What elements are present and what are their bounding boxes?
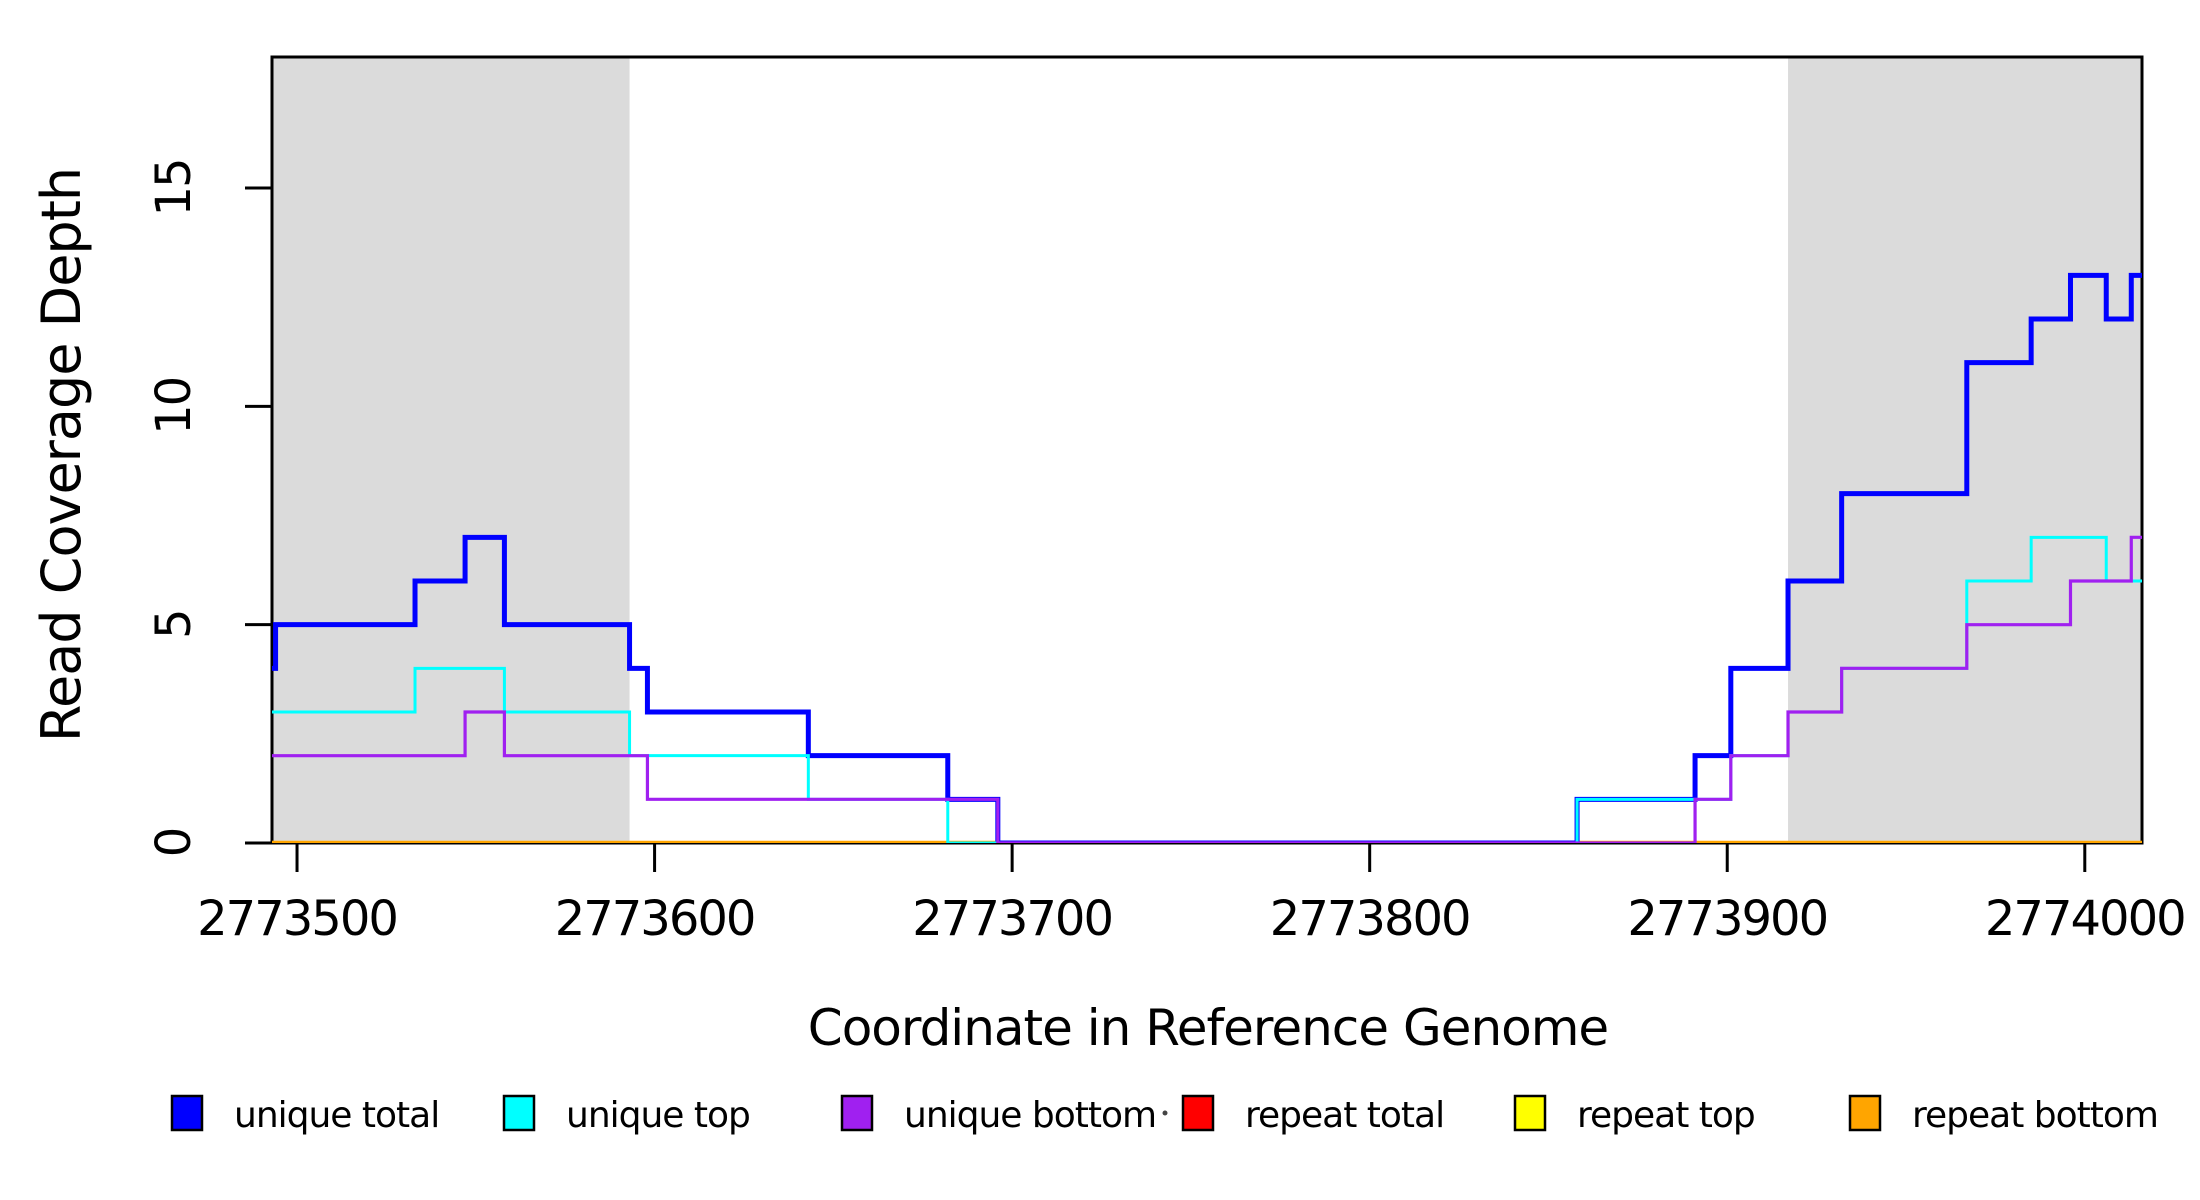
shaded-regions: [272, 57, 2142, 843]
legend-swatch-unique-total: [170, 1094, 204, 1132]
legend-label-repeat-top: repeat top: [1577, 1095, 1755, 1136]
series-unique-bottom: [272, 535, 2142, 843]
legend: unique total unique top unique bottom repea…: [170, 1094, 2159, 1136]
y-tick-label: 0: [146, 829, 202, 858]
legend-swatch-repeat-top: [1513, 1094, 1547, 1132]
x-axis-title: Coordinate in Reference Genome: [808, 999, 1608, 1057]
x-tick-label: 2773600: [555, 891, 755, 947]
y-tick-label: 10: [146, 378, 202, 435]
legend-label-repeat-bottom: repeat bottom: [1912, 1095, 2158, 1136]
y-tick-label: 5: [146, 610, 202, 639]
legend-swatch-unique-top: [502, 1094, 536, 1132]
x-tick-label: 2773800: [1270, 891, 1470, 947]
legend-label-unique-bottom: unique bottom: [904, 1095, 1156, 1136]
stray-mark: [1162, 1110, 1168, 1116]
legend-label-unique-total: unique total: [234, 1095, 439, 1136]
x-tick-label: 2773900: [1627, 891, 1827, 947]
legend-swatch-repeat-total: [1181, 1094, 1215, 1132]
axis-ticks: 2773500 2773600 2773700 2773800 2773900 27740…: [146, 159, 2187, 947]
y-tick-label: 15: [146, 159, 202, 216]
legend-swatch-repeat-bottom: [1848, 1094, 1882, 1132]
shaded-region: [272, 57, 630, 843]
x-tick-label: 2773500: [197, 891, 397, 947]
y-axis-title: Read Coverage Depth: [30, 168, 93, 742]
series-unique-top: [272, 535, 2142, 843]
legend-swatch-unique-bottom: [840, 1094, 874, 1132]
legend-label-repeat-total: repeat total: [1245, 1095, 1444, 1136]
x-tick-label: 2774000: [1985, 891, 2185, 947]
x-tick-label: 2773700: [912, 891, 1112, 947]
legend-label-unique-top: unique top: [566, 1095, 750, 1136]
data-series: [272, 272, 2142, 843]
